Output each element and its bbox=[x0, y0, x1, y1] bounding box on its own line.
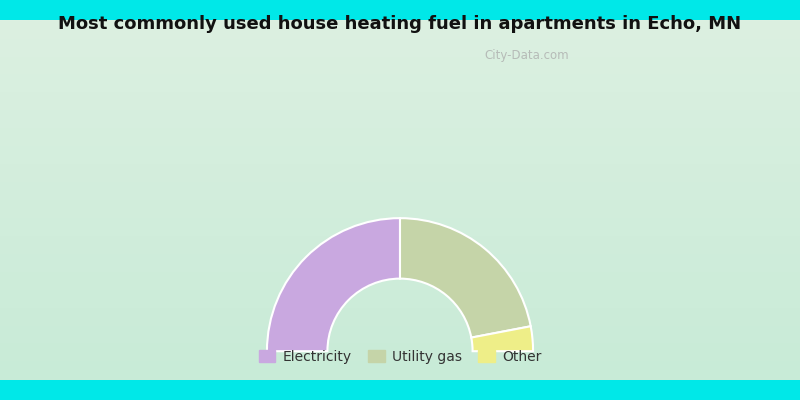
Wedge shape bbox=[267, 218, 400, 351]
Legend: Electricity, Utility gas, Other: Electricity, Utility gas, Other bbox=[253, 344, 547, 370]
Text: City-Data.com: City-Data.com bbox=[485, 49, 570, 62]
Wedge shape bbox=[400, 218, 530, 338]
Wedge shape bbox=[471, 326, 533, 351]
Text: Most commonly used house heating fuel in apartments in Echo, MN: Most commonly used house heating fuel in… bbox=[58, 15, 742, 33]
